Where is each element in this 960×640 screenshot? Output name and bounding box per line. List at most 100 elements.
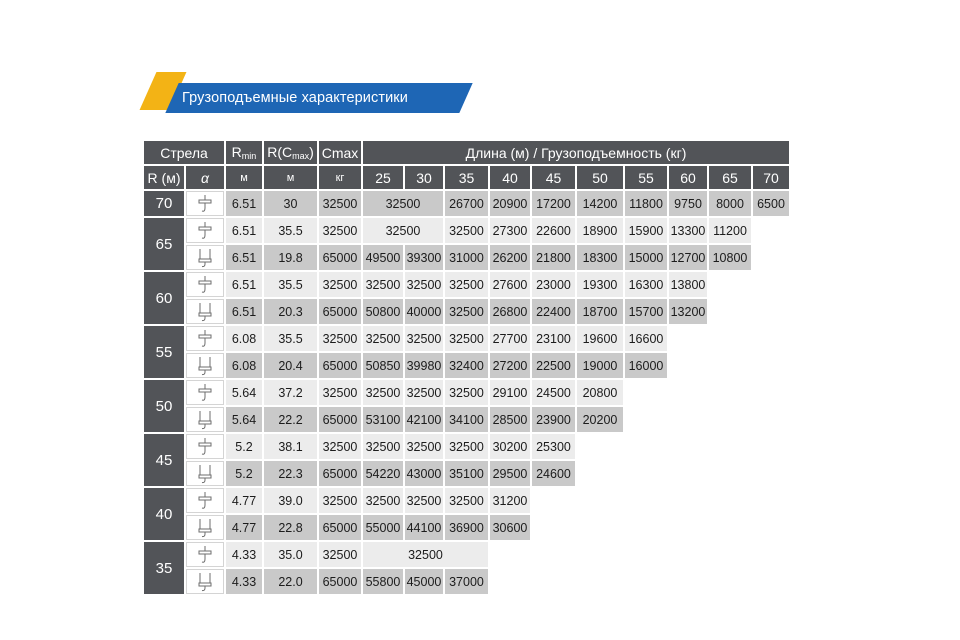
alpha-header: α bbox=[186, 166, 224, 189]
rcmax-cell: 37.2 bbox=[264, 380, 317, 405]
capacity-cell: 29500 bbox=[490, 461, 530, 486]
boom-length-cell: 45 bbox=[144, 434, 184, 486]
capacity-cell: 32500 bbox=[363, 380, 403, 405]
empty-cell bbox=[709, 488, 751, 513]
empty-cell bbox=[753, 326, 789, 351]
boom-header: Стрела bbox=[144, 141, 224, 164]
empty-cell bbox=[753, 245, 789, 270]
boom-length-cell: 60 bbox=[144, 272, 184, 324]
capacity-cell: 39980 bbox=[405, 353, 443, 378]
radius-header-r: R bbox=[147, 169, 158, 186]
capacity-cell: 20800 bbox=[577, 380, 623, 405]
capacity-cell: 39300 bbox=[405, 245, 443, 270]
hook-block-icon bbox=[186, 191, 224, 216]
rmin-cell: 4.33 bbox=[226, 542, 262, 567]
length-header: 35 bbox=[445, 166, 488, 189]
capacity-cell: 13200 bbox=[669, 299, 707, 324]
load-chart-table-wrap: Стрела Rmin R(Cmax) Cmax Длина (м) / Гру… bbox=[142, 139, 791, 596]
cmax-cell: 32500 bbox=[319, 326, 361, 351]
header-row-2: R (м) α м м кг 25 30 35 40 45 50 55 60 65 70 bbox=[144, 166, 789, 189]
boom-length-cell: 70 bbox=[144, 191, 184, 216]
capacity-cell: 32500 bbox=[445, 326, 488, 351]
length-header: 30 bbox=[405, 166, 443, 189]
capacity-cell: 16300 bbox=[625, 272, 667, 297]
table-row: 4.77 22.8 65000 55000 44100 36900 30600 bbox=[144, 515, 789, 540]
rcmax-cell: 20.3 bbox=[264, 299, 317, 324]
empty-cell bbox=[625, 488, 667, 513]
length-capacity-header: Длина (м) / Грузоподъемность (кг) bbox=[363, 141, 789, 164]
header-row-1: Стрела Rmin R(Cmax) Cmax Длина (м) / Гру… bbox=[144, 141, 789, 164]
empty-cell bbox=[625, 542, 667, 567]
empty-cell bbox=[625, 407, 667, 432]
capacity-cell: 15000 bbox=[625, 245, 667, 270]
rcmax-header-a: R(C bbox=[267, 144, 293, 160]
length-header: 55 bbox=[625, 166, 667, 189]
empty-cell bbox=[709, 407, 751, 432]
capacity-cell: 20900 bbox=[490, 191, 530, 216]
capacity-cell: 18900 bbox=[577, 218, 623, 243]
rmin-cell: 4.77 bbox=[226, 515, 262, 540]
boom-length-cell: 40 bbox=[144, 488, 184, 540]
capacity-cell: 31200 bbox=[490, 488, 530, 513]
empty-cell bbox=[709, 542, 751, 567]
capacity-cell: 23900 bbox=[532, 407, 575, 432]
capacity-cell: 30600 bbox=[490, 515, 530, 540]
capacity-cell: 32500 bbox=[445, 299, 488, 324]
capacity-cell: 32500 bbox=[363, 191, 443, 216]
capacity-cell: 27700 bbox=[490, 326, 530, 351]
rmin-cell: 4.77 bbox=[226, 488, 262, 513]
capacity-cell: 55800 bbox=[363, 569, 403, 594]
capacity-cell: 32500 bbox=[405, 434, 443, 459]
capacity-cell: 8000 bbox=[709, 191, 751, 216]
length-header: 45 bbox=[532, 166, 575, 189]
table-row: 40 4.77 39.0 32500 32500 32500 32500 31200 bbox=[144, 488, 789, 540]
empty-cell bbox=[625, 515, 667, 540]
length-header: 65 bbox=[709, 166, 751, 189]
length-header: 40 bbox=[490, 166, 530, 189]
rcmax-unit-header: м bbox=[264, 166, 317, 189]
table-row: 50 5.64 37.2 32500 32500 32500 32500 29100 24500… bbox=[144, 380, 789, 432]
hook-block-icon bbox=[186, 434, 224, 459]
table-row: 70 6.51 30 32500 32500 26700 20900 17200 14200 11… bbox=[144, 191, 789, 216]
rcmax-cell: 35.5 bbox=[264, 272, 317, 297]
table-row: 6.51 20.3 65000 50800 40000 32500 26800 22400 18… bbox=[144, 299, 789, 324]
capacity-cell: 21800 bbox=[532, 245, 575, 270]
capacity-cell: 11800 bbox=[625, 191, 667, 216]
cmax-cell: 65000 bbox=[319, 245, 361, 270]
empty-cell bbox=[753, 569, 789, 594]
hook-block-icon bbox=[186, 299, 224, 324]
empty-cell bbox=[709, 326, 751, 351]
capacity-cell: 32500 bbox=[363, 542, 488, 567]
empty-cell bbox=[577, 461, 623, 486]
capacity-cell: 9750 bbox=[669, 191, 707, 216]
cmax-cell: 65000 bbox=[319, 299, 361, 324]
rmin-unit-header: м bbox=[226, 166, 262, 189]
empty-cell bbox=[753, 407, 789, 432]
empty-cell bbox=[753, 488, 789, 513]
rmin-header-sub: min bbox=[241, 151, 257, 161]
capacity-cell: 22600 bbox=[532, 218, 575, 243]
capacity-cell: 18300 bbox=[577, 245, 623, 270]
rmin-cell: 5.2 bbox=[226, 461, 262, 486]
capacity-cell: 27600 bbox=[490, 272, 530, 297]
length-header: 60 bbox=[669, 166, 707, 189]
boom-length-cell: 65 bbox=[144, 218, 184, 270]
empty-cell bbox=[709, 434, 751, 459]
empty-cell bbox=[709, 461, 751, 486]
empty-cell bbox=[490, 542, 530, 567]
table-row: 4.33 22.0 65000 55800 45000 37000 bbox=[144, 569, 789, 594]
capacity-cell: 28500 bbox=[490, 407, 530, 432]
capacity-cell: 32500 bbox=[363, 488, 403, 513]
capacity-cell: 26200 bbox=[490, 245, 530, 270]
empty-cell bbox=[532, 542, 575, 567]
capacity-cell: 26700 bbox=[445, 191, 488, 216]
table-row: 65 6.51 35.5 32500 32500 32500 27300 22600 18900… bbox=[144, 218, 789, 270]
load-chart-table: Стрела Rmin R(Cmax) Cmax Длина (м) / Гру… bbox=[142, 139, 791, 596]
empty-cell bbox=[709, 353, 751, 378]
rmin-cell: 6.51 bbox=[226, 272, 262, 297]
cmax-cell: 65000 bbox=[319, 569, 361, 594]
capacity-cell: 29100 bbox=[490, 380, 530, 405]
empty-cell bbox=[753, 515, 789, 540]
table-row: 35 4.33 35.0 32500 32500 bbox=[144, 542, 789, 594]
capacity-cell: 23100 bbox=[532, 326, 575, 351]
